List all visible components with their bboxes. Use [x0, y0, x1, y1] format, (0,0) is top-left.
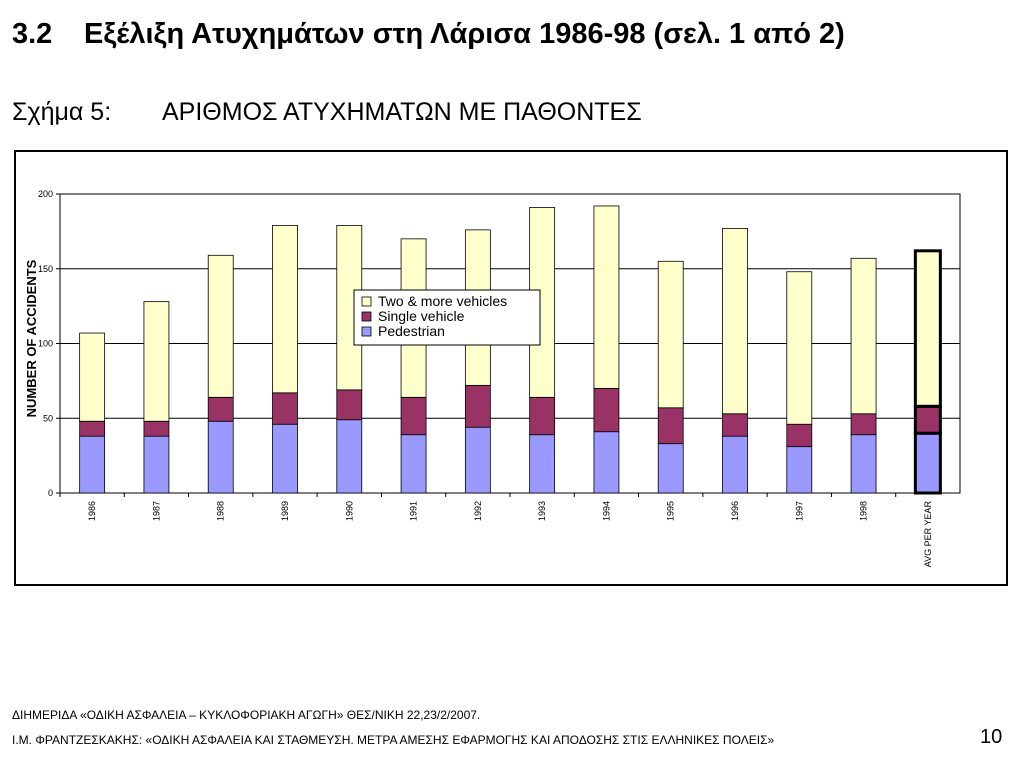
bar-pedestrian [850, 434, 877, 494]
bar-two-more-vehicles [850, 257, 877, 415]
bar-pedestrian [722, 435, 748, 494]
bar-single-vehicle [207, 396, 234, 422]
bar-pedestrian [400, 434, 427, 494]
y-tick-label: 50 [43, 413, 53, 423]
x-tick-label: 1995 [666, 501, 676, 521]
bar-two-more-vehicles [786, 271, 813, 425]
bar-pedestrian [529, 434, 556, 494]
y-tick-label: 200 [38, 189, 53, 199]
bar-pedestrian [336, 419, 363, 494]
bar-single-vehicle [722, 413, 748, 437]
legend-entry: Single vehicle [378, 308, 465, 324]
legend-swatch [361, 326, 372, 337]
bar-pedestrian [79, 435, 106, 494]
bar-single-vehicle [79, 420, 106, 437]
chart-frame: 0 50 100 150 200 1986 1987 1988 1989 1990 1991 1992… [14, 150, 1008, 586]
y-tick-label: 100 [38, 339, 53, 349]
x-tick-label: 1994 [601, 501, 611, 521]
legend-swatch [361, 296, 372, 307]
x-tick-label: AVG PER YEAR [923, 501, 933, 568]
bar-single-vehicle [400, 396, 427, 436]
bar-two-more-vehicles [272, 224, 298, 394]
bar-pedestrian [207, 420, 234, 494]
bar-pedestrian [913, 431, 942, 495]
figure-label: Σχήμα 5: [12, 98, 112, 126]
bar-two-more-vehicles [143, 301, 170, 422]
x-tick-label: 1988 [216, 501, 226, 521]
x-tick-label: 1993 [537, 501, 547, 521]
bar-pedestrian [464, 426, 491, 494]
bar-pedestrian [143, 435, 170, 494]
bar-two-more-vehicles [593, 205, 620, 389]
bar-two-more-vehicles [913, 249, 942, 408]
bar-single-vehicle [850, 413, 877, 436]
footer-line-2: Ι.Μ. ΦΡΑΝΤΖΕΣΚΑΚΗΣ: «ΟΔΙΚΗ ΑΣΦΑΛΕΙΑ ΚΑΙ … [12, 733, 775, 747]
x-tick-label: 1997 [794, 501, 804, 521]
legend-entry: Two & more vehicles [378, 293, 507, 309]
bar-single-vehicle [272, 392, 298, 425]
y-tick-label: 0 [48, 488, 53, 498]
stacked-bar-chart: 0 50 100 150 200 1986 1987 1988 1989 1990 1991 1992… [24, 189, 961, 568]
x-tick-label: 1998 [859, 501, 869, 521]
figure-title: ΑΡΙΘΜΟΣ ΑΤΥΧΗΜΑΤΩΝ ΜΕ ΠΑΘΟΝΤΕΣ [162, 98, 642, 126]
x-tick-label: 1996 [730, 501, 740, 521]
legend-entry: Pedestrian [378, 323, 445, 339]
x-tick-label: 1991 [409, 501, 419, 521]
bar-single-vehicle [786, 423, 813, 448]
bar-two-more-vehicles [207, 254, 234, 398]
x-tick-label: 1989 [280, 501, 290, 521]
bar-two-more-vehicles [79, 332, 106, 422]
bar-single-vehicle [529, 396, 556, 436]
x-tick-label: 1987 [151, 501, 161, 521]
legend-swatch [361, 311, 372, 322]
bar-pedestrian [786, 446, 813, 494]
y-axis-title: NUMBER OF ACCIDENTS [24, 259, 39, 417]
legend-box [353, 289, 541, 346]
bar-single-vehicle [913, 404, 942, 435]
bar-pedestrian [657, 443, 684, 494]
x-tick-label: 1990 [344, 501, 354, 521]
section-title: Εξέλιξη Ατυχημάτων στη Λάρισα 1986-98 (σ… [84, 18, 845, 50]
page-title: 3.2 Εξέλιξη Ατυχημάτων στη Λάρισα 1986-98… [12, 18, 845, 51]
bar-single-vehicle [593, 387, 620, 433]
footer-line-1: ΔΙΗΜΕΡΙΔΑ «ΟΔΙΚΗ ΑΣΦΑΛΕΙΑ – ΚΥΚΛΟΦΟΡΙΑΚΗ… [12, 708, 481, 722]
x-tick-label: 1992 [473, 501, 483, 521]
y-tick-label: 150 [38, 264, 53, 274]
bar-two-more-vehicles [722, 227, 748, 415]
bar-single-vehicle [143, 420, 170, 437]
bar-single-vehicle [657, 407, 684, 445]
section-number: 3.2 [12, 18, 53, 50]
bar-two-more-vehicles [657, 260, 684, 409]
bar-pedestrian [593, 431, 620, 494]
bar-pedestrian [272, 423, 298, 494]
page-number: 10 [980, 726, 1003, 748]
x-tick-label: 1986 [87, 501, 97, 521]
bar-single-vehicle [336, 389, 363, 421]
figure-caption: Σχήμα 5: ΑΡΙΘΜΟΣ ΑΤΥΧΗΜΑΤΩΝ ΜΕ ΠΑΘΟΝΤΕΣ [12, 98, 642, 127]
bar-single-vehicle [464, 384, 491, 428]
